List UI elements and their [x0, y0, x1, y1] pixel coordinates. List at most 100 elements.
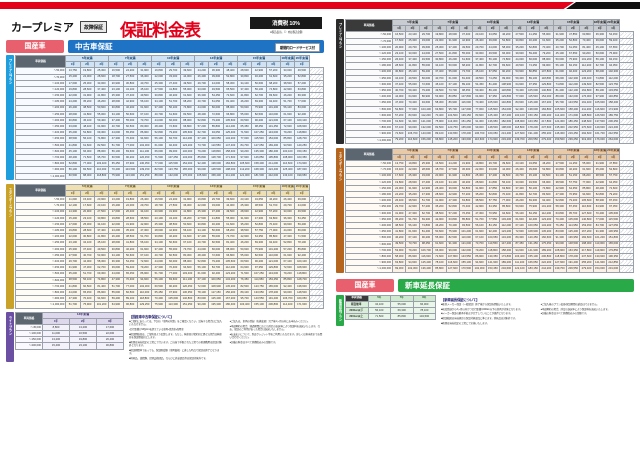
cell-not-available — [619, 136, 634, 144]
banner-red-tip — [548, 2, 574, 9]
side-tab-standard-brown: スタンダードプラン — [336, 147, 344, 273]
price-table-premium: 車両価格 5年未満 7年未満 10年未満 13年未満 15年未満 18年未満 20年未満 1年… — [14, 54, 325, 180]
price-table-standard-head: 車両価格 5年未満 7年未満 10年未満 13年未満 15年未満 18年未満 20年未満 1年… — [14, 183, 324, 198]
table-block-standard-gold: スタンダードプラン 車両価格 5年未満 7年未満 10年未満 13年未満 15年未満 18年… — [6, 183, 325, 309]
price-table-standard-import-body: ～50,000 13,750 19,800 25,300 16,500 24,200 31,… — [344, 160, 634, 273]
price-table-light: 車両価格 13年未満 1年 2年 3年 ～45,000 8,800 13,200 17,60… — [15, 311, 124, 350]
cell-price: 118,800 — [93, 172, 110, 180]
table-row: ～150,000 17,600 25,300 34,100 22,000 31,900 42… — [14, 220, 325, 229]
note-new-right-1: ●中途解約の場合、所定の返戻率により保証料を返戻いたします。 — [540, 307, 610, 311]
side-tab-new-extended: 新車延長プラン — [336, 294, 344, 327]
table-row: ～50,000 13,750 19,800 25,300 16,500 24,200 31,… — [344, 160, 634, 168]
table-row: ～250,000 29,700 42,900 57,200 35,200 52,800 70… — [344, 203, 634, 211]
note-new-right-2: ●記載の料金はすべて消費税込みの金額です。 — [540, 312, 589, 316]
price-table-premium-body: ～50,000 13,750 19,800 25,300 16,500 24,200 31,… — [14, 67, 325, 180]
table-row: ～600,000 38,500 56,100 74,800 47,300 70,400 94… — [14, 276, 325, 284]
col-header-price: 車両価格 — [14, 183, 67, 198]
banner-red-bar — [0, 2, 556, 9]
table-row: ～120,000 15,400 23,100 30,800 19,800 28,600 38… — [14, 214, 325, 222]
table-row: ～900,000 56,100 82,500 110,000 70,400 104,500… — [14, 166, 325, 174]
left-column: カープレミア 故障保証 保証料金表 消費税 10% ※税込表示。（ ）内は税込金… — [0, 11, 330, 452]
side-tab-standard-brown-label: スタンダードプラン — [338, 151, 342, 181]
cell-price: 199,650 — [294, 172, 310, 180]
notes-used-domestic: 【国産車中古車保証について】 ■ご契約にあたっては、下記の「車両の状態」をご確認… — [129, 314, 324, 362]
cell-price: 209,550 — [525, 136, 541, 144]
side-tab-premium-dark-label: プレミアムプラン — [338, 23, 342, 49]
cell-price: 151,250 — [136, 172, 153, 180]
section-header-used-domestic: 国産車 中古車保証 期間内ロードサービス付 — [6, 40, 324, 53]
section-tag-domestic: 国産車 — [6, 40, 64, 53]
notes-new-col-left: ■新車メーカー保証（一般保証）終了後から保証を開始いたします。 ■初度登録から3ヶ… — [441, 303, 535, 326]
tax-badge: 消費税 10% ※税込表示。（ ）内は税込金額 — [250, 17, 322, 34]
price-table-new-extended-body: 軽自動車 34,100 55,000 66,000 2000cc以下 56,100 69,3… — [345, 300, 436, 321]
cell-price: 153,450 — [485, 265, 501, 273]
cell-price: 75,900 — [79, 301, 95, 309]
table-row: ～500,000 35,200 51,700 69,300 44,000 65,450 86… — [14, 270, 325, 278]
cell-price: 181,500 — [251, 172, 267, 180]
cell-price: 135,300 — [208, 301, 224, 309]
table-row: ～1,000,000 51,700 75,900 101,200 64,900 96,80… — [14, 301, 325, 309]
row-label-price: ～1,000,000 — [14, 301, 67, 309]
section-header-new-extended: 国産車 新車延長保証 — [336, 278, 634, 292]
table-row: ～200,000 26,400 38,500 50,600 30,800 46,200 61… — [14, 104, 325, 112]
note-used-left-0: ■ご契約にあたっては、下記の「車両の状態」をご確認ください。該当する場合はご加入… — [129, 320, 222, 327]
price-table-premium-import-head: 車両価格 5年未満 7年未満 10年未満 13年未満 15年未満 18年未満 20年未満 1年… — [344, 18, 634, 33]
note-new-left-2: ■メーカー保証の継承手続きが完了していることが条件となります。 — [441, 312, 513, 316]
table-row: ～120,000 19,800 28,600 37,400 23,100 34,100 46… — [344, 178, 634, 186]
table-block-premium-dark: プレミアムプラン 車両価格 5年未満 7年未満 10年未満 13年未満 15年未満 18年未… — [336, 18, 634, 144]
notes-columns: ■ご契約にあたっては、下記の「車両の状態」をご確認ください。該当する場合はご加入… — [129, 320, 324, 362]
table-row: ～200,000 15,400 23,100 30,800 — [15, 342, 124, 350]
cell-price: 279,400 — [539, 136, 554, 144]
note-new-left-1: ■初度登録から3ヶ月以内かつ走行距離3,000km以下の車両が対象となります。 — [441, 307, 523, 311]
cell-price: 23,100 — [69, 342, 97, 350]
cell-price: 60,500 — [65, 172, 81, 180]
table-row: ～350,000 35,200 51,700 69,300 42,900 63,800 85… — [344, 215, 634, 224]
table-block-light-purple: ライトプラン 車両価格 13年未満 1年 2年 3年 ～45,000 8,800 13,2… — [6, 311, 124, 362]
cell-price: 75,900 — [151, 301, 167, 309]
cell-price: 75,900 — [108, 172, 124, 180]
table-row: ～50,000 11,000 15,400 20,900 13,200 19,800 26,… — [14, 196, 325, 204]
note-used-left-2: ■保証開始日は、ご契約日より起算します。ただし、納車日が契約日と異なる場合は納車… — [129, 332, 222, 340]
cell-price: 156,200 — [418, 136, 434, 144]
price-table-premium-import-body: ～50,000 16,500 23,100 29,700 19,800 28,600 37,… — [344, 31, 634, 144]
cell-price: 242,000 — [265, 172, 281, 180]
table-row: ～1,000,000 69,300 102,300 136,400 85,800 127,… — [344, 265, 634, 273]
price-table-light-head: 車両価格 13年未満 1年 2年 3年 — [15, 311, 124, 325]
table-row: ～150,000 26,400 37,400 49,500 30,800 46,200 61… — [344, 56, 634, 64]
right-column: プレミアムプラン 車両価格 5年未満 7年未満 10年未満 13年未満 15年未満 18年未… — [330, 11, 640, 452]
cell-price: 136,400 — [418, 265, 434, 273]
cell-price: 139,700 — [552, 265, 567, 273]
cell-not-available — [308, 172, 325, 180]
price-table-standard-import-head: 車両価格 5年未満 7年未満 10年未満 13年未満 15年未満 18年未満 20年未満 1年… — [344, 147, 634, 162]
cell-price: 231,000 — [606, 265, 621, 273]
cell-not-available — [619, 265, 634, 273]
table-row: ～450,000 38,500 56,100 74,800 47,300 70,400 94… — [14, 135, 325, 143]
cell-price: 239,250 — [565, 136, 581, 144]
bottom-row-left: ライトプラン 車両価格 13年未満 1年 2年 3年 ～45,000 8,800 13,2… — [6, 311, 324, 362]
group-header-row: 車両価格 5年未満 7年未満 10年未満 13年未満 15年未満 18年未満 20年未満 — [344, 147, 634, 162]
cell-price: 183,150 — [525, 265, 541, 273]
cell-price: 193,600 — [458, 136, 474, 144]
cell-price: 51,700 — [65, 301, 81, 309]
cell-price: 64,900 — [108, 301, 124, 309]
table-row: ～45,000 8,800 13,200 17,600 — [15, 323, 124, 332]
cell-price: 96,800 — [122, 301, 138, 309]
side-tab-premium-dark: プレミアムプラン — [336, 19, 344, 144]
brand-logo: カープレミア — [11, 22, 74, 34]
table-row: ～800,000 67,100 99,000 132,000 82,500 123,750… — [344, 124, 634, 132]
side-tab-premium-label: プレミアムプラン — [8, 59, 12, 85]
cell-price: 113,300 — [122, 172, 138, 180]
cell-price: 102,300 — [405, 265, 420, 273]
row-label-price: ～1,000,000 — [344, 136, 394, 144]
notes-new-extended: 【新車延長保証について】 ■新車メーカー保証（一般保証）終了後から保証を開始いた… — [441, 297, 634, 327]
cell-price: 133,100 — [279, 172, 296, 180]
note-used-left-4: ■保証期間中であっても、保証限度額（車両価格）に達した時点で保証は終了となります… — [129, 348, 220, 356]
table-row: ～450,000 47,300 70,400 94,600 58,300 86,900 11… — [344, 99, 634, 107]
side-tab-new-extended-label: 新車延長プラン — [338, 298, 342, 321]
side-tab-premium: プレミアムプラン — [6, 55, 14, 180]
note-new-left-4: ■修理は当社指定の工場にて実施いたします。 — [441, 321, 490, 325]
bottom-row-right: 新車延長プラン 車両価格 5年 7年 8年 軽自動車 34,100 55,000 66,00… — [336, 294, 634, 327]
notes-col-right: ●ご加入は、車両の登録（名義変更）完了後1ヶ月以内にお申込みください。 ●中途解約… — [230, 320, 325, 362]
note-used-right-0: ●ご加入は、車両の登録（名義変更）完了後1ヶ月以内にお申込みください。 — [229, 320, 310, 323]
